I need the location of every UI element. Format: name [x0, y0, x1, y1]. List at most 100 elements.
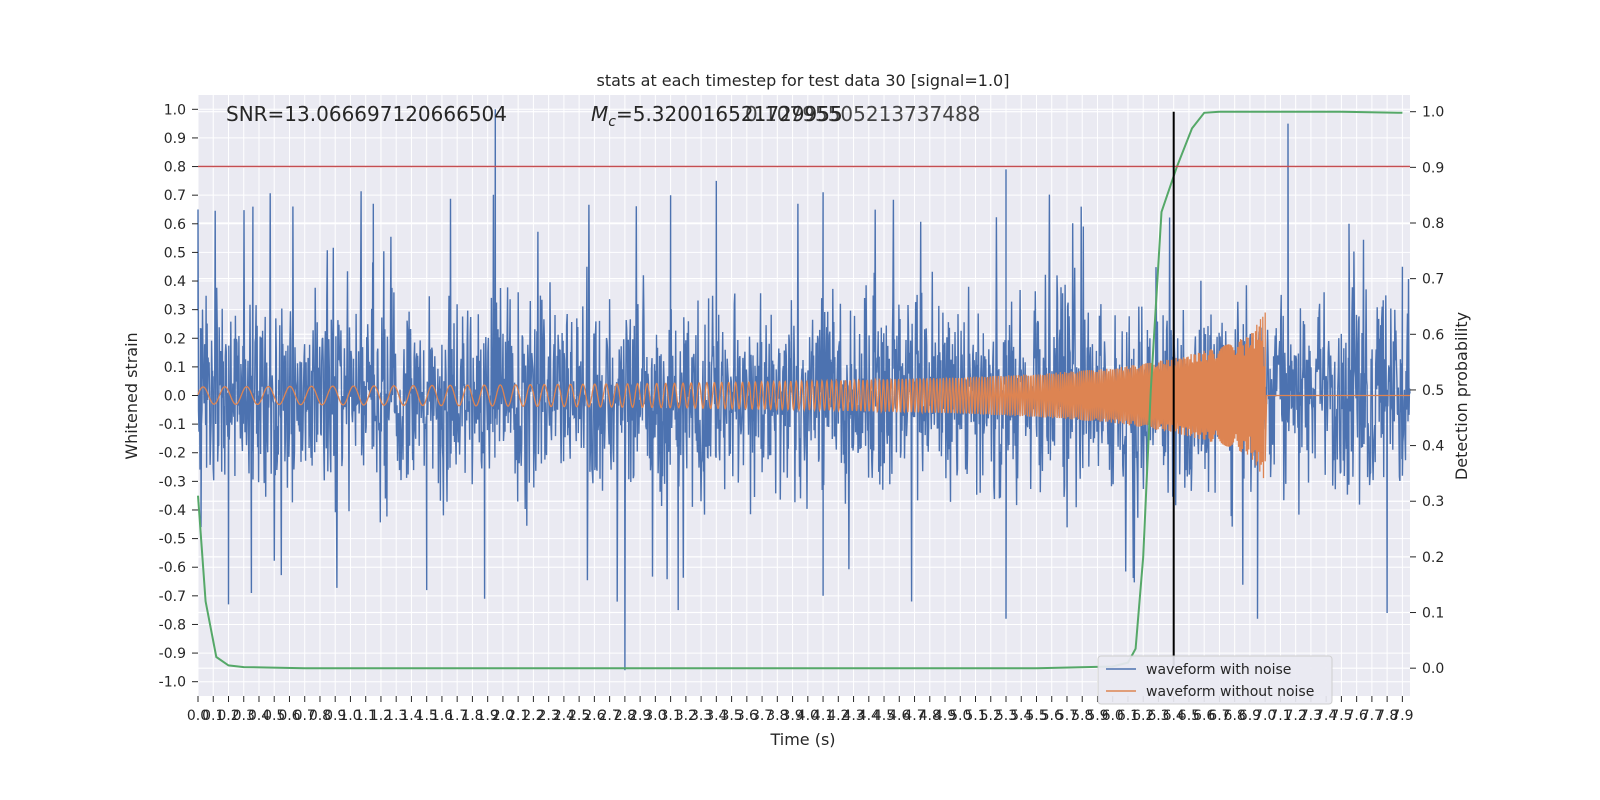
x-tick-label: 2.8	[614, 708, 636, 724]
x-tick-label: 6.3	[1147, 708, 1169, 724]
y-tick-label: 0.2	[164, 331, 186, 347]
x-tick-label: 4.6	[888, 708, 910, 724]
y-tick-label: 0.8	[164, 160, 186, 176]
y-tick-label: 0.5	[164, 245, 186, 261]
y-tick-label: 0.0	[164, 389, 186, 405]
reference-lines	[198, 111, 1410, 669]
x-tick-label: 1.3	[385, 708, 407, 724]
x-tick-label: 1.7	[446, 708, 468, 724]
y-tick-label: 0.4	[164, 274, 186, 290]
legend: waveform with noise waveform without noi…	[1097, 655, 1333, 705]
x-tick-label: 4.7	[903, 708, 925, 724]
x-tick-label: 5.2	[980, 708, 1002, 724]
x-tick-label: 1.8	[461, 708, 483, 724]
x-tick-label: 1.0	[339, 708, 361, 724]
x-tick-label: 4.2	[827, 708, 849, 724]
y-tick-label: -0.7	[159, 589, 186, 605]
y-tick-label: 0.6	[164, 217, 186, 233]
x-tick-label: 4.5	[873, 708, 895, 724]
x-tick-label: 0.8	[309, 708, 331, 724]
x-tick-label: 6.2	[1132, 708, 1154, 724]
y2-tick-label: 0.6	[1422, 327, 1444, 343]
x-tick-labels: 0.00.10.20.30.40.50.60.70.80.91.01.11.21…	[187, 696, 1414, 724]
legend-label-noise: waveform with noise	[1146, 662, 1291, 678]
y2-tick-label: 0.8	[1422, 216, 1444, 232]
x-tick-label: 7.8	[1376, 708, 1398, 724]
overlap-annotation: 0.10795505213737488	[745, 102, 980, 126]
x-tick-label: 7.6	[1346, 708, 1368, 724]
x-tick-label: 2.3	[538, 708, 560, 724]
x-tick-label: 0.6	[278, 708, 300, 724]
x-tick-label: 0.7	[294, 708, 316, 724]
x-tick-label: 4.0	[797, 708, 819, 724]
y2-tick-label: 0.4	[1422, 439, 1444, 455]
x-tick-label: 0.5	[263, 708, 285, 724]
x-tick-label: 3.1	[659, 708, 681, 724]
waveform-without-noise-line	[197, 312, 1410, 479]
x-tick-label: 5.4	[1010, 708, 1032, 724]
x-tick-label: 3.9	[781, 708, 803, 724]
x-tick-label: 1.9	[477, 708, 499, 724]
x-tick-label: 3.4	[705, 708, 727, 724]
x-tick-label: 2.5	[568, 708, 590, 724]
x-tick-label: 1.4	[400, 708, 422, 724]
x-tick-label: 2.0	[492, 708, 514, 724]
x-tick-label: 3.7	[751, 708, 773, 724]
x-tick-label: 7.1	[1269, 708, 1291, 724]
x-tick-label: 5.7	[1056, 708, 1078, 724]
y2-tick-label: 0.1	[1422, 606, 1444, 622]
y-tick-label: 1.0	[164, 102, 186, 118]
x-tick-label: 4.8	[919, 708, 941, 724]
x-tick-label: 6.5	[1178, 708, 1200, 724]
chirp-mass-value: =5.320016521729955	[616, 102, 843, 126]
x-tick-label: 7.2	[1285, 708, 1307, 724]
y2-tick-label: 0.5	[1422, 383, 1444, 399]
waveform-without-noise-series	[197, 312, 1410, 479]
x-tick-label: 5.8	[1071, 708, 1093, 724]
x-tick-label: 3.5	[720, 708, 742, 724]
y2-tick-label: 1.0	[1422, 105, 1444, 121]
chirp-mass-symbol: M	[591, 102, 608, 126]
x-tick-label: 5.5	[1025, 708, 1047, 724]
waveform-with-noise-line	[197, 109, 1411, 671]
x-tick-label: 7.3	[1300, 708, 1322, 724]
x-tick-label: 0.4	[248, 708, 270, 724]
x-tick-label: 2.6	[583, 708, 605, 724]
y-tick-label: -0.3	[159, 474, 186, 490]
x-tick-label: 5.9	[1086, 708, 1108, 724]
x-tick-label: 5.3	[995, 708, 1017, 724]
x-tick-label: 6.6	[1193, 708, 1215, 724]
y-tick-label: -0.4	[159, 503, 186, 519]
y2-tick-label: 0.9	[1422, 160, 1444, 176]
x-tick-label: 6.0	[1102, 708, 1124, 724]
chirp-mass-subscript: c	[608, 114, 616, 130]
y2-tick-label: 0.2	[1422, 550, 1444, 566]
y-tick-label: -0.1	[159, 417, 186, 433]
y-tick-label: -1.0	[159, 675, 186, 691]
x-tick-label: 3.2	[675, 708, 697, 724]
x-tick-label: 6.1	[1117, 708, 1139, 724]
x-tick-label: 5.0	[949, 708, 971, 724]
x-tick-label: 1.2	[370, 708, 392, 724]
y-tick-label: -0.5	[159, 532, 186, 548]
x-tick-label: 2.2	[522, 708, 544, 724]
x-tick-label: 4.3	[842, 708, 864, 724]
x-tick-label: 6.9	[1239, 708, 1261, 724]
legend-label-clean: waveform without noise	[1146, 684, 1314, 700]
x-tick-label: 4.9	[934, 708, 956, 724]
x-tick-label: 2.4	[553, 708, 575, 724]
y-tick-label: 0.3	[164, 303, 186, 319]
y2-tick-label: 0.0	[1422, 661, 1444, 677]
x-tick-label: 2.9	[629, 708, 651, 724]
x-axis-label: Time (s)	[769, 730, 835, 749]
x-tick-label: 1.5	[416, 708, 438, 724]
y-tick-label: -0.6	[159, 560, 186, 576]
x-tick-label: 7.5	[1330, 708, 1352, 724]
x-tick-label: 6.4	[1163, 708, 1185, 724]
x-tick-label: 0.3	[233, 708, 255, 724]
x-tick-label: 0.0	[187, 708, 209, 724]
x-tick-label: 0.9	[324, 708, 346, 724]
x-tick-label: 6.8	[1224, 708, 1246, 724]
x-tick-label: 4.1	[812, 708, 834, 724]
